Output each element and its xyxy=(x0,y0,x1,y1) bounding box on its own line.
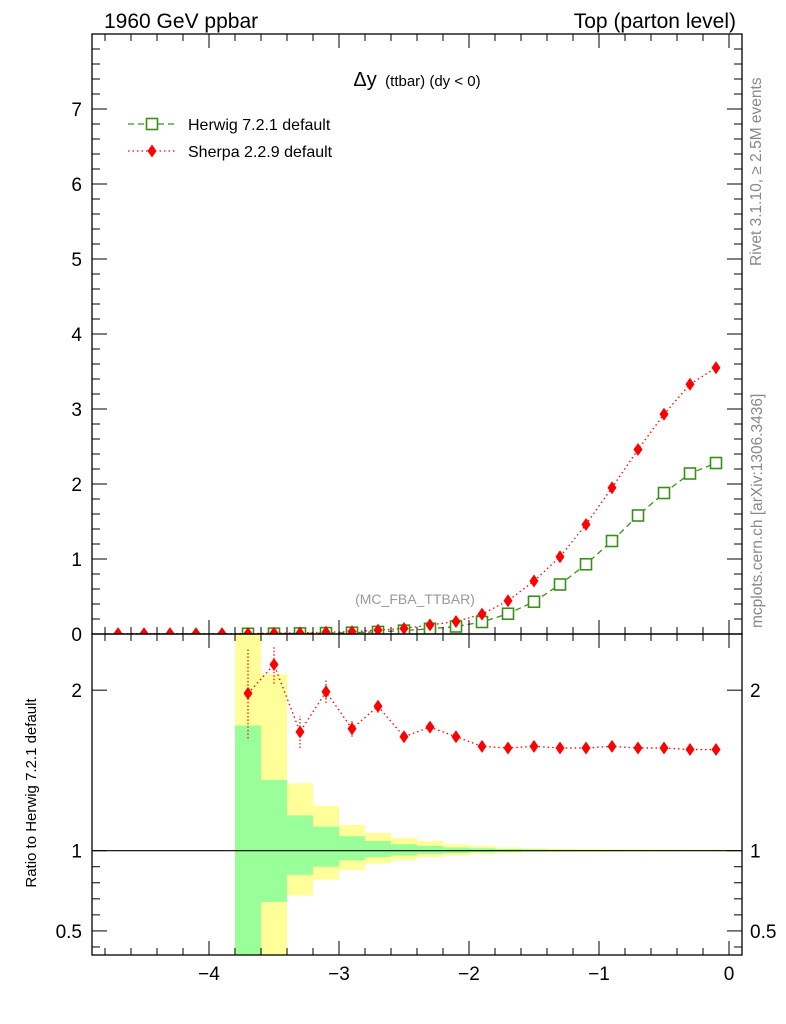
legend-herwig-label: Herwig 7.2.1 default xyxy=(188,117,331,134)
ratio-band-inner xyxy=(313,826,339,867)
sherpa-point xyxy=(477,607,487,621)
plot-title: Δy (ttbar) (dy < 0) xyxy=(353,69,480,91)
ratio-band-inner xyxy=(339,836,365,861)
ratio-band-inner xyxy=(235,725,261,955)
sherpa-point xyxy=(139,627,149,634)
main-y-tick-label: 7 xyxy=(71,100,82,121)
ratio-band-inner xyxy=(365,841,391,858)
ratio-y-tick-label-left: 1 xyxy=(71,842,82,863)
x-tick-label: −4 xyxy=(198,964,220,985)
ratio-sherpa-point xyxy=(399,730,409,744)
ratio-sherpa-line xyxy=(247,663,716,751)
sherpa-point xyxy=(685,377,695,391)
ratio-band-inner xyxy=(261,780,287,903)
ratio-y-tick-label-right: 1 xyxy=(750,842,761,863)
ratio-sherpa-point xyxy=(425,720,435,734)
ratio-band-inner xyxy=(391,844,417,856)
sherpa-point xyxy=(529,574,539,588)
sherpa-point xyxy=(451,615,461,629)
ratio-plot-frame xyxy=(91,633,743,956)
herwig-point xyxy=(527,595,541,609)
herwig-point xyxy=(657,486,671,500)
sherpa-point xyxy=(581,518,591,531)
ratio-sherpa-point xyxy=(659,741,669,755)
header-left: 1960 GeV ppbar xyxy=(104,10,258,33)
sherpa-point xyxy=(191,627,201,634)
ratio-sherpa-point xyxy=(555,741,565,755)
herwig-point xyxy=(553,578,567,591)
sherpa-point xyxy=(607,481,617,495)
herwig-point xyxy=(605,534,619,548)
ratio-y-tick-label-right: 2 xyxy=(750,681,761,702)
herwig-point xyxy=(579,557,593,571)
ratio-sherpa-point xyxy=(529,739,539,753)
ratio-sherpa-point xyxy=(373,699,383,713)
herwig-point xyxy=(501,607,515,621)
sherpa-point xyxy=(347,625,357,634)
sherpa-point xyxy=(243,627,253,634)
ratio-sherpa-point xyxy=(685,743,695,757)
ratio-sherpa-point xyxy=(243,686,253,700)
sherpa-point xyxy=(217,627,227,634)
x-tick-label: 0 xyxy=(724,964,735,985)
sherpa-point xyxy=(555,550,565,564)
sherpa-point xyxy=(113,627,123,634)
ratio-sherpa-point xyxy=(607,739,617,753)
main-y-tick-label: 5 xyxy=(71,250,82,271)
rivet-version-label: Rivet 3.1.10, ≥ 2.5M events xyxy=(748,77,765,266)
herwig-point xyxy=(709,456,723,470)
x-tick-label: −3 xyxy=(328,964,350,985)
main-y-tick-label: 2 xyxy=(71,475,82,496)
ratio-y-tick-label-right: 0.5 xyxy=(750,922,776,943)
ratio-uncertainty-bands xyxy=(235,634,729,955)
main-y-tick-label: 0 xyxy=(71,625,82,646)
ratio-sherpa-point xyxy=(451,730,461,744)
sherpa-point xyxy=(321,625,331,634)
sherpa-point xyxy=(399,621,409,634)
ratio-sherpa-point xyxy=(269,657,279,671)
sherpa-point xyxy=(503,594,513,608)
ratio-band-inner xyxy=(417,845,443,854)
legend-herwig-marker xyxy=(145,117,159,131)
sherpa-point xyxy=(295,626,305,634)
sherpa-point xyxy=(659,407,669,421)
x-tick-label: −2 xyxy=(458,964,480,985)
ratio-band-inner xyxy=(287,815,313,875)
ratio-sherpa-point xyxy=(477,739,487,753)
ratio-sherpa-point xyxy=(321,685,331,699)
plot-title-main: Δy xyxy=(353,69,376,91)
herwig-point xyxy=(683,467,697,480)
ratio-sherpa-point xyxy=(347,722,357,736)
mcplots-label: mcplots.cern.ch [arXiv:1306.3436] xyxy=(749,394,766,628)
ratio-y-axis-label: Ratio to Herwig 7.2.1 default xyxy=(23,698,40,888)
ratio-sherpa-point xyxy=(503,741,513,755)
ratio-y-tick-label-left: 2 xyxy=(71,681,82,702)
axes: −4 −3 −2 −1 0 0 1 2 3 4 5 6 7 0.5 0.5 1 1 2 2 xyxy=(56,33,776,985)
main-y-tick-label: 4 xyxy=(71,325,82,346)
analysis-watermark: (MC_FBA_TTBAR) xyxy=(355,591,475,607)
legend-sherpa-label: Sherpa 2.2.9 default xyxy=(188,144,333,161)
ratio-sherpa-point xyxy=(633,741,643,755)
sherpa-point xyxy=(269,626,279,634)
ratio-sherpa-point xyxy=(581,741,591,755)
sherpa-point xyxy=(711,361,721,375)
sherpa-point xyxy=(165,627,175,634)
header-right: Top (parton level) xyxy=(574,10,736,33)
legend-sherpa-marker xyxy=(147,144,157,158)
ratio-sherpa-point xyxy=(711,743,721,757)
ratio-plot-series xyxy=(92,645,742,852)
sherpa-point xyxy=(373,623,383,634)
sherpa-point xyxy=(425,618,435,632)
main-y-tick-label: 6 xyxy=(71,175,82,196)
main-y-tick-label: 1 xyxy=(71,550,82,571)
ratio-sherpa-point xyxy=(295,725,305,739)
sherpa-point xyxy=(633,443,643,456)
ratio-y-tick-label-left: 0.5 xyxy=(56,922,82,943)
legend: Herwig 7.2.1 default Sherpa 2.2.9 defaul… xyxy=(128,117,333,161)
herwig-point xyxy=(631,509,645,522)
plot-title-sub: (ttbar) (dy < 0) xyxy=(385,73,480,90)
main-y-tick-label: 3 xyxy=(71,400,82,421)
x-tick-label: −1 xyxy=(588,964,610,985)
